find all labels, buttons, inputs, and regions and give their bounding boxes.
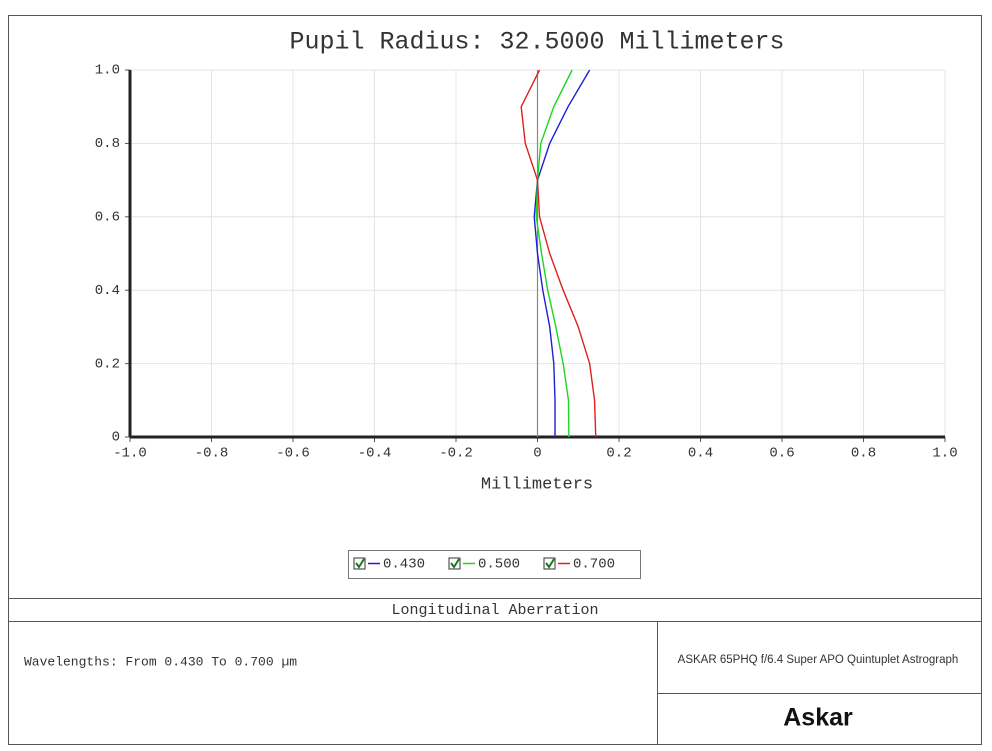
- x-tick-label: -0.6: [276, 446, 310, 462]
- legend-label: 0.700: [573, 557, 615, 573]
- y-tick-label: 1.0: [95, 63, 120, 79]
- x-tick-label: -0.2: [439, 446, 473, 462]
- y-tick-label: 0.4: [95, 283, 120, 299]
- series-line: [535, 69, 573, 438]
- chart-title: Pupil Radius: 32.5000 Millimeters: [289, 28, 784, 57]
- footer-title: Longitudinal Aberration: [391, 602, 598, 619]
- series-line: [533, 69, 591, 437]
- x-tick-label: -1.0: [113, 446, 147, 462]
- x-tick-label: 1.0: [932, 446, 957, 462]
- legend-box: [348, 550, 641, 579]
- series-line: [520, 69, 597, 438]
- legend-check: [355, 558, 365, 569]
- x-tick-label: 0: [533, 446, 541, 462]
- lens-name: ASKAR 65PHQ f/6.4 Super APO Quintuplet A…: [678, 654, 959, 666]
- x-tick-label: 0.4: [688, 446, 713, 462]
- x-tick-label: -0.8: [195, 446, 229, 462]
- legend-label: 0.430: [383, 557, 425, 573]
- legend-label: 0.500: [478, 557, 520, 573]
- x-tick-label: -0.4: [358, 446, 392, 462]
- legend-check: [450, 558, 460, 569]
- frame: [8, 15, 982, 745]
- x-tick-label: 0.8: [851, 446, 876, 462]
- note: Wavelengths: From 0.430 To 0.700 µm: [24, 654, 297, 669]
- x-axis-label: Millimeters: [481, 475, 593, 494]
- y-tick-label: 0.2: [95, 356, 120, 372]
- legend-check: [545, 558, 555, 569]
- y-tick-label: 0: [112, 430, 120, 446]
- x-tick-label: 0.2: [606, 446, 631, 462]
- y-tick-label: 0.8: [95, 136, 120, 152]
- legend-checkbox: [543, 557, 556, 570]
- legend-checkbox: [353, 557, 366, 570]
- x-tick-label: 0.6: [769, 446, 794, 462]
- brand: Askar: [783, 704, 853, 732]
- legend-checkbox: [448, 557, 461, 570]
- y-tick-label: 0.6: [95, 210, 120, 226]
